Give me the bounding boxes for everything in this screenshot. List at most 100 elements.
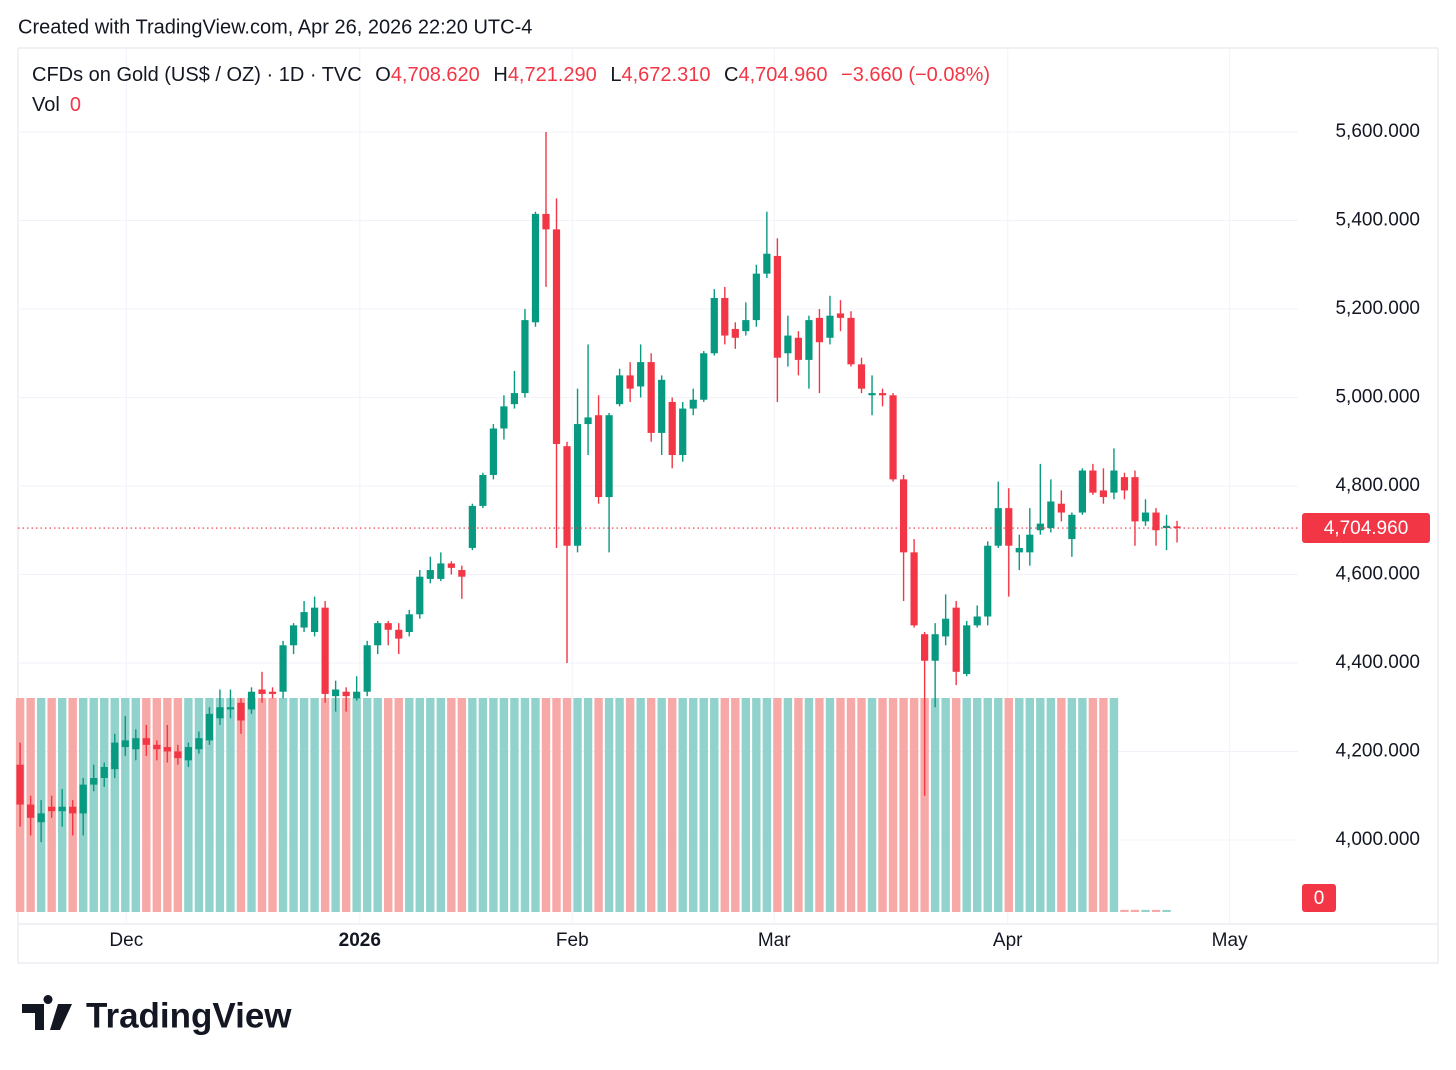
candle-body	[563, 446, 571, 546]
candle-body	[1162, 525, 1171, 529]
candle-body	[353, 691, 361, 699]
candle-body	[994, 508, 1002, 546]
candle-body	[847, 317, 855, 365]
candle-body	[931, 634, 939, 661]
candle-body	[258, 689, 266, 694]
volume-bar	[299, 698, 309, 912]
volume-bar	[615, 698, 624, 912]
chart-frame	[17, 47, 1439, 964]
volume-bar	[1015, 698, 1024, 912]
volume-bar	[678, 698, 687, 912]
candle-body	[300, 612, 308, 628]
volume-bar	[331, 698, 340, 912]
candle-body	[700, 353, 708, 400]
candle-body	[374, 623, 382, 646]
legend-key: C	[724, 64, 738, 86]
volume-bar	[1046, 698, 1056, 912]
volume-bar	[994, 698, 1003, 912]
x-tick-label: Dec	[109, 930, 143, 951]
candle-body	[342, 691, 350, 697]
volume-bar	[215, 698, 225, 912]
volume-bar	[173, 698, 183, 912]
candle-body	[226, 707, 235, 710]
volume-bar	[1025, 698, 1034, 912]
candle-body	[174, 751, 182, 759]
candle-body	[142, 738, 150, 745]
candle-body	[121, 740, 129, 748]
x-tick-label: May	[1212, 930, 1248, 951]
volume-bar	[310, 698, 319, 912]
candle-body	[1047, 501, 1055, 529]
volume-bar	[794, 698, 803, 912]
candle-body	[710, 297, 718, 354]
candle-body	[752, 273, 760, 321]
volume-bar	[320, 698, 330, 912]
volume-bar	[268, 698, 277, 912]
volume-bar	[636, 698, 645, 912]
candle-body	[426, 570, 434, 579]
candle-body	[1068, 514, 1076, 540]
volume-badge-label: 0	[1314, 888, 1325, 909]
symbol: CFDs on Gold (US$ / OZ) · 1D · TVC	[32, 64, 362, 86]
volume-bar	[941, 698, 950, 912]
volume-bar	[478, 698, 488, 912]
candle-body	[489, 428, 497, 475]
candle-body	[500, 406, 508, 429]
volume-bar	[499, 698, 509, 912]
volume-bar	[1088, 698, 1098, 912]
volume-bar	[1067, 698, 1077, 912]
volume-bar	[531, 698, 540, 912]
candle-body	[531, 213, 540, 323]
volume-bar	[1141, 909, 1150, 912]
candle-body	[216, 707, 224, 719]
y-tick-label: 5,600.000	[1335, 121, 1420, 142]
x-tick-label: 2026	[339, 930, 381, 951]
volume-bar	[783, 698, 793, 912]
candle-body	[963, 625, 971, 675]
candle-body	[69, 806, 77, 814]
legend-value: 4,708.620	[391, 64, 480, 86]
volume-bar	[394, 698, 403, 912]
candle-body	[437, 563, 445, 579]
volume-bar	[184, 698, 193, 912]
legend-key: L	[610, 64, 621, 86]
volume-bar	[836, 698, 845, 912]
y-tick-label: 4,400.000	[1335, 652, 1420, 673]
candle-body	[363, 645, 371, 692]
candle-body	[58, 806, 66, 812]
candle-body	[195, 738, 203, 750]
candle-body	[111, 742, 119, 770]
volume-bar	[951, 698, 961, 912]
volume-bar	[899, 698, 908, 912]
volume-label: Vol	[32, 94, 60, 116]
candle-body	[289, 625, 298, 646]
x-tick-label: Apr	[993, 930, 1023, 951]
candle-body	[910, 552, 918, 626]
logo: TradingView	[22, 995, 292, 1035]
candle-body	[942, 618, 950, 637]
volume-value: 0	[70, 94, 81, 116]
candle-body	[37, 813, 45, 823]
volume-bar	[447, 698, 456, 912]
volume-bar	[436, 698, 446, 912]
y-tick-label: 5,200.000	[1335, 298, 1420, 319]
candle-body	[468, 505, 476, 548]
volume-bar	[415, 698, 424, 912]
volume-bar	[1078, 698, 1087, 912]
candle-body	[689, 399, 697, 409]
axes: 4,000.000 4,200.000 4,400.000 4,600.000 4,80…	[18, 121, 1438, 951]
volume-bar	[646, 698, 656, 912]
volume-bar	[1036, 698, 1045, 912]
volume-bar	[667, 698, 677, 912]
candle-body	[510, 393, 519, 405]
candle-body	[836, 313, 845, 318]
volume-bar	[457, 698, 467, 912]
volume-bar	[247, 698, 256, 912]
volume-bar	[973, 698, 982, 912]
brand: TradingView	[86, 996, 292, 1035]
candle-body	[132, 738, 140, 750]
candle-body	[594, 415, 603, 498]
volume-bar	[689, 698, 698, 912]
volume-bar	[594, 698, 603, 912]
